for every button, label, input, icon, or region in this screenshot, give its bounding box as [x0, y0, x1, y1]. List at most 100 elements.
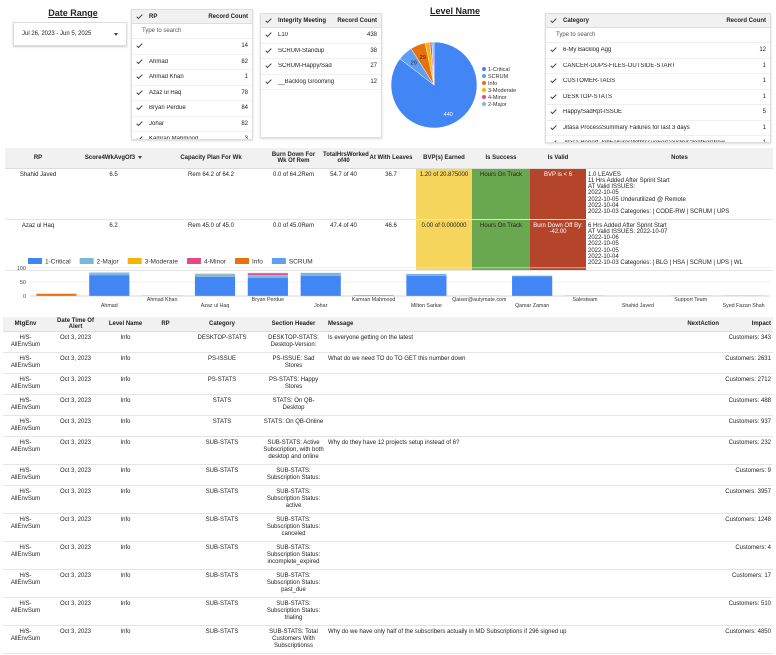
- date-range-value: Jul 26, 2023 - Jun 5, 2025: [22, 31, 92, 37]
- row-checkbox[interactable]: [265, 32, 271, 38]
- cell-next-action: [666, 653, 721, 655]
- column-header[interactable]: NextAction: [666, 317, 721, 332]
- row-checkbox[interactable]: [136, 90, 142, 96]
- filter-row[interactable]: DESKTOP-STATS 1: [546, 90, 770, 105]
- column-header[interactable]: Category: [183, 317, 261, 332]
- row-checkbox[interactable]: [550, 109, 556, 115]
- cell-impact: Customers: 232: [721, 436, 773, 465]
- row-name: Ahmad: [149, 58, 169, 65]
- pie-slice: [431, 41, 435, 86]
- filter-row[interactable]: Johar 82: [132, 117, 252, 132]
- row-checkbox[interactable]: [265, 63, 271, 69]
- row-checkbox[interactable]: [265, 79, 271, 85]
- row-name: L10: [278, 32, 289, 39]
- row-checkbox[interactable]: [265, 48, 271, 54]
- cell-impact: Customers: 488: [721, 394, 773, 416]
- row-checkbox[interactable]: [550, 125, 556, 131]
- column-header[interactable]: Is Valid: [530, 148, 586, 169]
- rp-filter[interactable]: RP Record Count Type to search 14 Ahmad 82 Ahm…: [131, 9, 253, 140]
- column-header[interactable]: Section Header: [261, 317, 326, 332]
- column-header[interactable]: TotalHrsWorked of40: [321, 148, 369, 169]
- column-header[interactable]: Level Name: [103, 317, 148, 332]
- filter-row[interactable]: CUSTOMER-TAGS 1: [546, 74, 770, 90]
- column-header[interactable]: At With Leaves: [366, 148, 416, 169]
- row-checkbox[interactable]: [136, 74, 142, 80]
- row-checkbox[interactable]: [136, 136, 142, 139]
- filter-row[interactable]: Bryan Perdue 84: [132, 101, 252, 117]
- legend-label: 3-Moderate: [145, 259, 179, 266]
- bar-segment: [89, 273, 130, 276]
- row-checkbox[interactable]: [136, 121, 142, 127]
- column-header[interactable]: RP: [148, 317, 183, 332]
- bar-segment: [406, 274, 447, 276]
- filter-row[interactable]: Ahmad 82: [132, 55, 252, 70]
- row-count: 82: [241, 58, 248, 65]
- cell-date: Oct 3, 2023: [48, 464, 103, 486]
- cell-rp: [148, 485, 183, 514]
- filter-row[interactable]: SCRUM-Happy/Sad 27: [261, 59, 381, 75]
- row-checkbox[interactable]: [136, 105, 142, 111]
- select-all-checkbox[interactable]: [550, 18, 556, 24]
- cell-category: SUB-STATS: [183, 569, 261, 598]
- cell-category: SUB-STATS: [183, 513, 261, 542]
- bar-segment: [406, 275, 447, 296]
- summary-row: Shahid Javed 6.5 Rem 64.2 of 64.2 0.0 of 64…: [5, 168, 773, 220]
- cell-level: Info: [103, 436, 148, 465]
- column-header[interactable]: Date Time Of Alert: [48, 317, 103, 332]
- row-count: 82: [241, 120, 248, 127]
- row-checkbox[interactable]: [550, 78, 556, 84]
- cell-impact: Customers: 937: [721, 415, 773, 437]
- bar-segment: [300, 274, 341, 276]
- filter-row[interactable]: __Backlog Grooming 12: [261, 75, 381, 90]
- select-all-checkbox[interactable]: [136, 14, 142, 20]
- row-checkbox[interactable]: [136, 43, 142, 49]
- column-header[interactable]: Capacity Plan For Wk: [156, 148, 266, 169]
- row-checkbox[interactable]: [550, 140, 556, 142]
- x-tick-label: Milton Sarkar: [411, 303, 442, 309]
- column-header[interactable]: RP: [5, 148, 71, 169]
- search-box[interactable]: Type to search: [546, 28, 770, 43]
- search-box[interactable]: Type to search: [132, 24, 252, 39]
- row-checkbox[interactable]: [550, 47, 556, 53]
- cell-notes: 1.0 LEAVES 11 Hrs Added After Sprint Sta…: [586, 168, 773, 220]
- row-name: Johar: [149, 120, 165, 127]
- cell-level: Info: [103, 569, 148, 598]
- filter-row[interactable]: Jitasa ProcessSummary Failures for last …: [546, 121, 770, 136]
- filter-row[interactable]: 14: [132, 39, 252, 55]
- row-count: 12: [370, 78, 377, 85]
- bar-segment: [247, 275, 288, 278]
- filter-row[interactable]: Azaz ul Haq 78: [132, 86, 252, 101]
- column-header[interactable]: Message: [326, 317, 666, 332]
- cell-env: H/S-AllEnvSum: [3, 597, 48, 626]
- column-header[interactable]: BVP(s) Earned: [416, 148, 472, 169]
- column-header[interactable]: Score4WkAvgOf3: [71, 148, 156, 169]
- filter-row[interactable]: L10 438: [261, 28, 381, 44]
- cell-valid: BVP is < 6: [530, 168, 586, 220]
- column-header[interactable]: Notes: [586, 148, 773, 169]
- row-checkbox[interactable]: [136, 59, 142, 65]
- filter-row[interactable]: Jitasa Report JobFailuresWithIssueForDay…: [546, 136, 770, 142]
- cell-impact: Customers: 5745: [721, 653, 773, 655]
- filter-row[interactable]: CANCER-DUPS-FILES-OUTSIDE-START 1: [546, 59, 770, 74]
- row-checkbox[interactable]: [550, 63, 556, 69]
- select-all-checkbox[interactable]: [265, 18, 271, 24]
- date-picker[interactable]: Jul 26, 2023 - Jun 5, 2025: [13, 22, 127, 46]
- column-header[interactable]: MtgEnv: [3, 317, 48, 332]
- integrity-filter[interactable]: Integrity Meeting Record Count L10 438 SCRUM…: [260, 13, 382, 138]
- filter-row[interactable]: Kamran Mahmood 3: [132, 132, 252, 139]
- row-count: 1: [762, 93, 766, 100]
- category-filter[interactable]: Category Record Count Type to search 6-My B…: [545, 13, 771, 143]
- cell-date: Oct 3, 2023: [48, 625, 103, 654]
- row-checkbox[interactable]: [550, 94, 556, 100]
- filter-row[interactable]: 6-My Backlog Agg 12: [546, 43, 770, 59]
- filter-row[interactable]: SCRUM-Standup 38: [261, 44, 381, 59]
- filter-row[interactable]: Ahmad Khan 1: [132, 70, 252, 86]
- column-header[interactable]: Burn Down For Wk Of Rem: [266, 148, 321, 169]
- filter-row[interactable]: Happy/SadRpt-ISSUE 5: [546, 105, 770, 121]
- column-header[interactable]: Impact: [721, 317, 773, 332]
- cell-env: H/S-AllEnvSum: [3, 464, 48, 486]
- pie-value-label: 29: [411, 61, 417, 67]
- column-header[interactable]: Is Success: [472, 148, 530, 169]
